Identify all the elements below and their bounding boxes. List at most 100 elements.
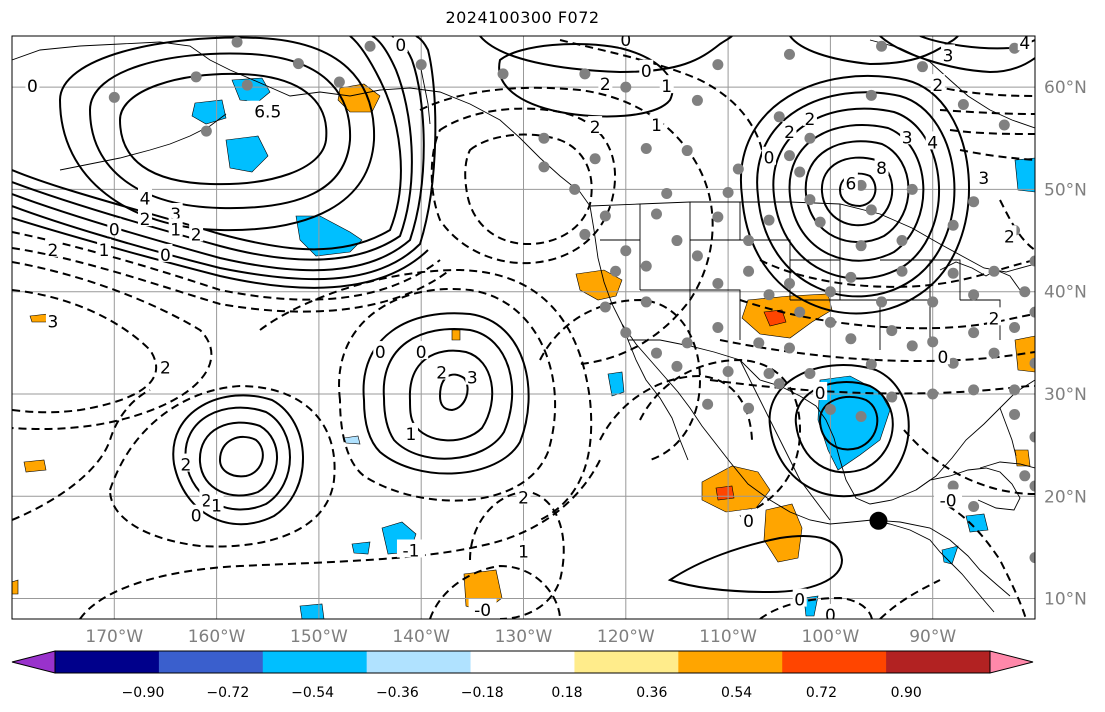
station-dot <box>200 125 212 137</box>
station-dot <box>947 267 959 279</box>
longitude-label: 120°W <box>597 627 655 647</box>
contour-label: 2 <box>784 123 795 143</box>
contour-solid <box>408 349 494 442</box>
contour-label: 2 <box>160 358 171 378</box>
station-dot <box>998 119 1010 131</box>
contour-label: -0 <box>474 601 491 621</box>
station-dot <box>876 40 888 52</box>
plot-frame <box>11 35 1036 620</box>
contour-label: 0 <box>27 77 38 97</box>
contour-dashed <box>12 261 213 431</box>
border-alaska <box>419 63 431 125</box>
colorbar <box>11 650 1034 674</box>
neg-region <box>225 135 269 173</box>
station-dot <box>906 183 918 195</box>
station-dot <box>957 99 969 111</box>
station-dot <box>824 403 836 415</box>
contour-label: 2 <box>805 110 816 130</box>
contour-label-bg <box>25 75 40 94</box>
station-dot <box>640 296 652 308</box>
contour-label-bg <box>802 107 817 126</box>
station-dot <box>916 61 928 73</box>
contour-dashed <box>933 85 1035 97</box>
contour-label-bg <box>649 114 664 133</box>
station-dot <box>650 347 662 359</box>
station-dot <box>845 271 857 283</box>
longitude-label: 150°W <box>290 627 348 647</box>
station-dot <box>743 265 755 277</box>
contour-label: 0 <box>620 31 631 51</box>
contour-solid <box>879 36 1035 74</box>
longitude-label: 100°W <box>802 627 860 647</box>
contour-label: 2 <box>201 491 212 511</box>
station-dot <box>804 194 816 206</box>
colorbar-tick-labels: −0.90 −0.72 −0.54 −0.36 −0.18 0.18 0.36 0.54 0.7… <box>122 685 922 701</box>
station-dot <box>640 260 652 272</box>
station-dot <box>968 500 980 512</box>
station-dot <box>691 250 703 262</box>
station-dot <box>804 368 816 380</box>
contour-solid <box>739 75 970 315</box>
latitude-label: 50°N <box>1044 180 1087 200</box>
longitude-label: 90°W <box>909 627 956 647</box>
contour-dashed <box>109 384 336 548</box>
station-dot <box>620 81 632 93</box>
station-dot <box>1009 322 1021 333</box>
station-dot <box>661 188 673 200</box>
pos-region <box>451 329 461 341</box>
station-dot <box>108 91 120 103</box>
station-dot <box>763 368 775 380</box>
contour-dashed <box>949 129 1035 135</box>
station-dot <box>722 365 734 377</box>
station-dot <box>364 40 376 52</box>
colorbar-tick-label: −0.18 <box>461 685 504 701</box>
contour-label-bg <box>158 243 173 262</box>
contour-dashed <box>959 149 1035 161</box>
station-dot <box>886 391 898 403</box>
contour-label-bg <box>930 74 945 93</box>
contour-label: 8 <box>876 159 887 179</box>
contour-label: 2 <box>518 488 529 508</box>
station-dot <box>947 357 959 369</box>
longitude-label: 170°W <box>85 627 143 647</box>
contour-label-bg <box>158 356 173 375</box>
station-dot <box>763 214 775 226</box>
contour-dashed <box>259 268 593 521</box>
contour-label: 1 <box>99 241 110 261</box>
station-dot <box>865 204 877 216</box>
station-dot <box>1019 470 1031 482</box>
colorbar-segment <box>262 651 368 673</box>
neg-region <box>607 371 625 397</box>
contour-label-bg <box>976 167 991 186</box>
contour-label: 0 <box>825 606 836 626</box>
station-dot <box>579 68 591 80</box>
station-dot <box>640 143 652 155</box>
station-dot <box>947 480 959 492</box>
contour-label: 0 <box>160 246 171 266</box>
contour-label: 1 <box>518 543 529 563</box>
contour-dashed <box>559 39 765 161</box>
contour-label: -1 <box>402 541 419 561</box>
contour-label: 0 <box>815 384 826 404</box>
contour-dashed <box>719 339 1035 363</box>
contour-dashed <box>759 259 1035 288</box>
contour-label: 0 <box>794 591 805 611</box>
station-dot <box>1029 552 1035 564</box>
station-dot <box>968 327 980 339</box>
colorbar-segment <box>782 651 887 673</box>
contour-label-bg <box>1002 225 1017 244</box>
contour-label-bg <box>45 310 60 329</box>
station-dot <box>855 410 867 422</box>
station-dot <box>794 306 806 318</box>
colorbar-tick-label: 0.36 <box>636 685 667 701</box>
station-dot <box>845 333 857 345</box>
station-dot <box>855 240 867 252</box>
coastline-west <box>589 205 1011 597</box>
contour-dashed <box>539 298 702 461</box>
pos-region <box>29 313 49 323</box>
colorbar-extend-min <box>11 650 56 674</box>
colorbar-segment <box>55 651 160 673</box>
contour-label-bg <box>393 36 408 53</box>
contour-label: 0 <box>764 149 775 169</box>
